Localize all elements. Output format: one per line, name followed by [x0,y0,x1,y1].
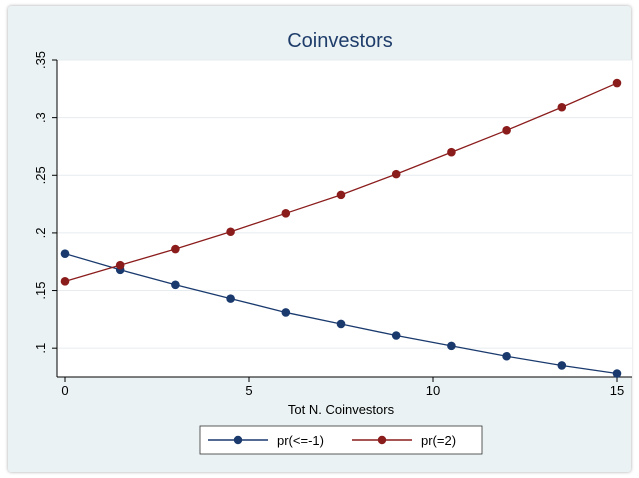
legend: pr(<=-1) pr(=2) [199,425,483,455]
series-1-point [336,319,346,329]
y-tick-label: .15 [33,282,48,300]
series-1-point [447,341,456,351]
legend-marker-2 [377,435,387,445]
gridlines [57,59,632,349]
x-tick-label: 10 [426,383,440,398]
x-tick-label: 0 [61,383,68,398]
series-2-point [612,78,622,88]
series-2-point [171,244,180,254]
series-2-point [502,126,511,135]
y-tick-label: .1 [33,343,48,354]
y-tick-label: .35 [33,51,48,69]
x-tick-label: 15 [610,383,624,398]
x-tick-label: 5 [245,383,252,398]
series-2-point [391,169,401,179]
series-1-point [60,249,70,258]
legend-marker-1 [233,435,243,445]
axes [56,60,632,378]
series-2-point [336,190,346,200]
series-2-point [60,277,70,286]
series-2-point [281,209,291,218]
y-tick-label: .25 [33,166,48,184]
series-1-point [171,280,180,290]
x-axis-title: Tot N. Coinvestors [288,402,395,417]
series [60,78,622,378]
series-2-point [557,102,567,112]
series-1-point [226,294,235,303]
y-tick-label: .3 [33,112,48,123]
series-1-point [281,308,291,317]
plot-area [57,60,632,377]
series-1-point [557,361,567,370]
y-axis-ticks: .1 .15 .2 .25 .3 .35 [33,51,57,354]
series-2-point [115,260,125,270]
x-axis-ticks: 0 5 10 15 [61,377,624,398]
legend-label-1: pr(<=-1) [277,433,324,448]
chart-title: Coinvestors [287,30,393,52]
series-2-point [447,147,456,157]
y-tick-label: .2 [33,227,48,238]
series-1-point [391,331,401,340]
series-1-point [502,351,511,361]
series-2-point [226,227,235,237]
legend-label-2: pr(=2) [421,433,456,448]
series-1-point [612,369,622,378]
